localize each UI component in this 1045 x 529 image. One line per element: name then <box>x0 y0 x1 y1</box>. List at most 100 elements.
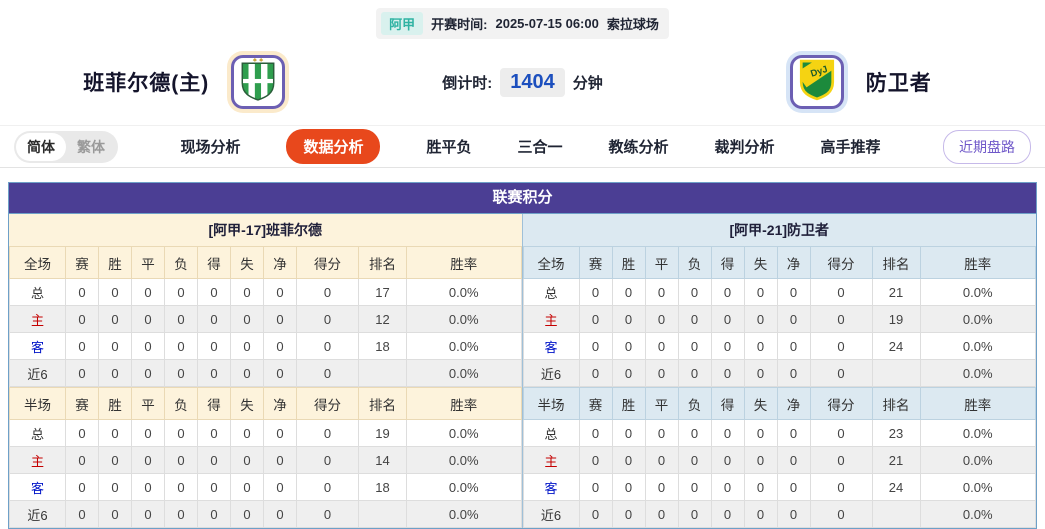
language-toggle[interactable]: 简体 繁体 <box>14 131 118 163</box>
cell-win-rate: 0.0% <box>920 306 1036 333</box>
cell-rank: 21 <box>872 279 920 306</box>
cell-games: 0 <box>579 279 612 306</box>
tab-win-draw-loss[interactable]: 胜平负 <box>426 136 471 157</box>
cell-losses: 0 <box>678 420 711 447</box>
cell-wins: 0 <box>99 360 132 387</box>
match-header: 阿甲 开赛时间: 2025-07-15 06:00 索拉球场 班菲尔德(主) <box>0 0 1045 125</box>
cell-rank: 23 <box>872 420 920 447</box>
lang-simplified[interactable]: 简体 <box>16 133 66 161</box>
lang-traditional[interactable]: 繁体 <box>66 133 116 161</box>
cell-points: 0 <box>810 306 872 333</box>
cell-goals-for: 0 <box>198 333 231 360</box>
cell-draws: 0 <box>132 360 165 387</box>
column-header: 胜 <box>612 388 645 420</box>
column-header: 赛 <box>66 247 99 279</box>
cell-rank <box>872 360 920 387</box>
cell-goal-diff: 0 <box>264 333 297 360</box>
cell-goals-for: 0 <box>711 474 744 501</box>
cell-rank: 21 <box>872 447 920 474</box>
cell-row-label: 客 <box>523 474 579 501</box>
cell-row-label: 客 <box>10 333 66 360</box>
column-header: 平 <box>132 388 165 420</box>
cell-goals-against: 0 <box>231 279 264 306</box>
column-header: 得分 <box>297 247 359 279</box>
cell-losses: 0 <box>165 333 198 360</box>
cell-points: 0 <box>297 333 359 360</box>
tab-data-analysis[interactable]: 数据分析 <box>286 129 380 164</box>
cell-goals-against: 0 <box>744 279 777 306</box>
cell-points: 0 <box>297 420 359 447</box>
cell-wins: 0 <box>612 360 645 387</box>
column-header: 得 <box>198 388 231 420</box>
tab-expert-picks[interactable]: 高手推荐 <box>821 136 881 157</box>
column-header: 胜率 <box>920 247 1036 279</box>
cell-goals-for: 0 <box>711 501 744 528</box>
cell-goals-against: 0 <box>744 420 777 447</box>
column-header: 得分 <box>810 388 872 420</box>
tab-three-in-one[interactable]: 三合一 <box>517 136 562 157</box>
cell-points: 0 <box>810 360 872 387</box>
cell-games: 0 <box>66 333 99 360</box>
cell-row-label: 主 <box>10 447 66 474</box>
column-header: 胜率 <box>407 388 522 420</box>
cell-goals-against: 0 <box>231 474 264 501</box>
cell-games: 0 <box>66 279 99 306</box>
cell-goal-diff: 0 <box>777 501 810 528</box>
cell-win-rate: 0.0% <box>407 501 522 528</box>
cell-rank: 19 <box>359 420 407 447</box>
cell-wins: 0 <box>99 447 132 474</box>
cell-games: 0 <box>579 306 612 333</box>
cell-losses: 0 <box>678 501 711 528</box>
cell-draws: 0 <box>132 474 165 501</box>
cell-row-label: 总 <box>10 420 66 447</box>
cell-row-label: 客 <box>523 333 579 360</box>
cell-win-rate: 0.0% <box>920 447 1036 474</box>
cell-row-label: 客 <box>10 474 66 501</box>
cell-points: 0 <box>297 279 359 306</box>
cell-draws: 0 <box>645 474 678 501</box>
cell-goals-for: 0 <box>198 420 231 447</box>
cell-goal-diff: 0 <box>264 501 297 528</box>
tab-bar: 简体 繁体 现场分析 数据分析 胜平负 三合一 教练分析 裁判分析 高手推荐 近期盘路 <box>0 125 1045 168</box>
tab-referee-analysis[interactable]: 裁判分析 <box>715 136 775 157</box>
league-badge[interactable]: 阿甲 <box>381 12 423 35</box>
cell-goals-for: 0 <box>198 360 231 387</box>
cell-points: 0 <box>810 474 872 501</box>
cell-wins: 0 <box>99 333 132 360</box>
recent-trend-button[interactable]: 近期盘路 <box>943 130 1031 164</box>
stats-header-row: 半场赛胜平负得失净得分排名胜率 <box>523 388 1036 420</box>
cell-goals-against: 0 <box>744 360 777 387</box>
away-team-logo: DyJ <box>786 51 848 113</box>
cell-points: 0 <box>810 279 872 306</box>
cell-losses: 0 <box>678 279 711 306</box>
home-team-name: 班菲尔德(主) <box>83 67 209 97</box>
column-header: 全场 <box>523 247 579 279</box>
countdown-unit: 分钟 <box>573 72 603 93</box>
cell-draws: 0 <box>132 501 165 528</box>
cell-goals-against: 0 <box>231 501 264 528</box>
kickoff-time: 2025-07-15 06:00 <box>495 16 598 31</box>
cell-losses: 0 <box>165 306 198 333</box>
home-team-zone: 班菲尔德(主) <box>0 51 373 113</box>
cell-goals-for: 0 <box>711 420 744 447</box>
cell-wins: 0 <box>612 420 645 447</box>
cell-wins: 0 <box>99 420 132 447</box>
cell-goals-against: 0 <box>744 474 777 501</box>
column-header: 平 <box>132 247 165 279</box>
column-header: 得 <box>711 247 744 279</box>
cell-draws: 0 <box>645 420 678 447</box>
cell-wins: 0 <box>612 306 645 333</box>
column-header: 负 <box>165 247 198 279</box>
tab-coach-analysis[interactable]: 教练分析 <box>609 136 669 157</box>
cell-rank <box>359 501 407 528</box>
tab-live-analysis[interactable]: 现场分析 <box>180 136 240 157</box>
cell-draws: 0 <box>132 447 165 474</box>
cell-wins: 0 <box>612 279 645 306</box>
